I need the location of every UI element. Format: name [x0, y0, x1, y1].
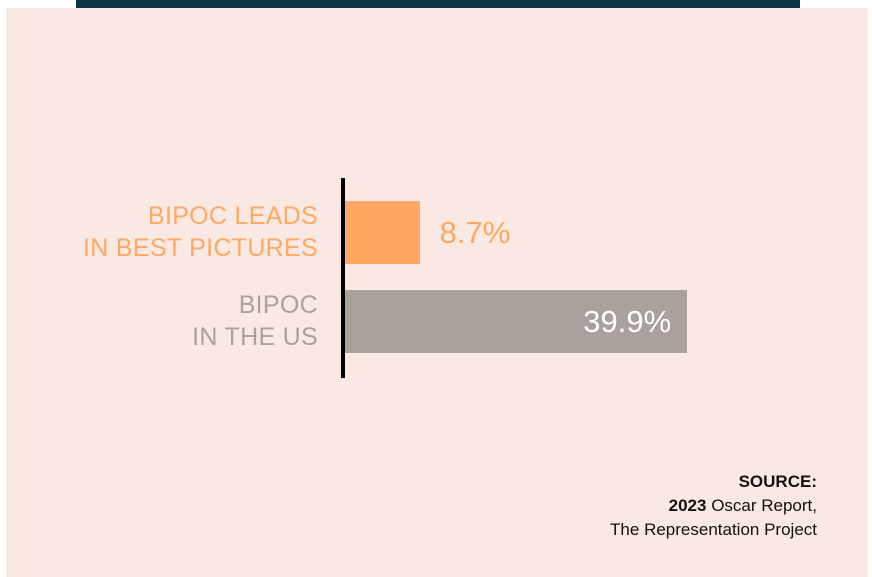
source-line: The Representation Project	[610, 520, 817, 539]
top-bar	[76, 0, 800, 8]
bar	[345, 200, 420, 264]
category-label: BIPOC IN THE US	[192, 291, 318, 351]
source-heading: SOURCE:	[738, 472, 817, 491]
source-line: Oscar Report,	[711, 496, 817, 515]
value-label: 39.9%	[583, 303, 672, 339]
value-label: 8.7%	[439, 214, 511, 250]
source: SOURCE: 2023 Oscar Report, The Represent…	[610, 470, 817, 542]
bar	[345, 289, 688, 353]
source-year: 2023	[668, 496, 707, 515]
category-label: BIPOC LEADS IN BEST PICTURES	[83, 202, 318, 262]
axis-line	[341, 178, 345, 378]
